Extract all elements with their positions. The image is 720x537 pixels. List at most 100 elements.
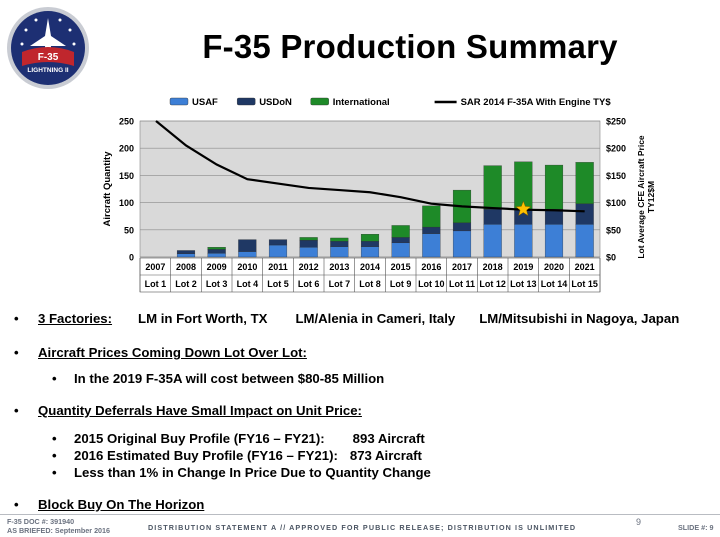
bar-series xyxy=(176,161,594,258)
y-tick-label: 50 xyxy=(124,225,134,235)
bar-usaf-2009 xyxy=(207,253,226,258)
bar-usaf-2010 xyxy=(238,251,257,258)
x-tick-label-lot: Lot 12 xyxy=(479,279,506,289)
bar-usdon-2014 xyxy=(360,241,380,247)
x-tick-label-year: 2012 xyxy=(299,262,319,272)
x-tick-label-lot: Lot 10 xyxy=(418,279,445,289)
bar-international-2014 xyxy=(360,234,380,242)
x-tick-label-lot: Lot 7 xyxy=(329,279,351,289)
x-tick-label-lot: Lot 15 xyxy=(571,279,598,289)
x-tick-label-lot: Lot 8 xyxy=(359,279,381,289)
x-tick-label-lot: Lot 11 xyxy=(449,279,475,289)
bullet-dot: • xyxy=(52,448,57,463)
x-tick-label-year: 2021 xyxy=(575,262,595,272)
x-axis: 2007 Lot 1 2008 Lot 2 2009 Lot 3 2010 Lot 4 2011… xyxy=(139,257,601,293)
jet-icon xyxy=(30,18,66,61)
star-marker-icon xyxy=(515,200,532,217)
original-profile-label: 2015 Original Buy Profile (FY16 – FY21): xyxy=(74,431,325,446)
bar-international-2009 xyxy=(207,247,226,250)
x-tick-label-year: 2010 xyxy=(237,262,257,272)
bar-usdon-2015 xyxy=(391,237,410,244)
factory-nagoya: LM/Mitsubishi in Nagoya, Japan xyxy=(479,311,680,326)
bar-usaf-2021 xyxy=(575,224,594,258)
x-tick-label-lot: Lot 14 xyxy=(541,279,568,289)
bar-usdon-2018 xyxy=(483,208,502,225)
x-tick-label-year: 2016 xyxy=(421,262,441,272)
y2-tick-label: $250 xyxy=(606,117,626,127)
price-line xyxy=(155,120,585,213)
bullet-dot: • xyxy=(14,311,19,326)
bar-international-2018 xyxy=(483,165,502,210)
bar-usdon-2009 xyxy=(207,249,226,254)
logo-text: F-35 xyxy=(38,52,59,63)
bar-usaf-2012 xyxy=(299,247,318,258)
bar-international-2015 xyxy=(391,225,410,238)
bar-usaf-2011 xyxy=(268,244,288,258)
estimated-profile-label: 2016 Estimated Buy Profile (FY16 – FY21)… xyxy=(74,448,338,463)
slide-number: SLIDE #: 9 xyxy=(678,523,714,532)
prices-detail: In the 2019 F-35A will cost between $80-… xyxy=(74,371,385,386)
x-tick-label-lot: Lot 2 xyxy=(175,279,197,289)
x-tick-label-year: 2017 xyxy=(452,262,472,272)
factory-fort-worth: LM in Fort Worth, TX xyxy=(138,311,268,326)
x-tick-label-lot: Lot 4 xyxy=(237,279,258,289)
y-tick-label: 200 xyxy=(119,144,134,154)
logo-banner xyxy=(22,47,74,66)
doc-info: F-35 DOC #: 391940 AS BRIEFED: September… xyxy=(7,517,110,535)
quantity-heading: Quantity Deferrals Have Small Impact on … xyxy=(38,403,362,418)
doc-number: F-35 DOC #: 391940 xyxy=(7,517,75,526)
x-tick-label-lot: Lot 5 xyxy=(267,279,289,289)
x-tick-label-lot: Lot 9 xyxy=(390,279,412,289)
y-axis: 0 50 100 150 200 250 xyxy=(119,117,134,263)
factories-label: 3 Factories: xyxy=(38,311,113,326)
x-tick-label-lot: Lot 6 xyxy=(298,279,320,289)
chart-legend: USAF USDoN International SAR 2014 F-35A Wit… xyxy=(169,97,612,108)
briefed-date: AS BRIEFED: September 2016 xyxy=(7,526,111,535)
bar-usaf-2015 xyxy=(391,242,410,258)
estimated-profile-value: 873 Aircraft xyxy=(349,448,422,463)
legend-swatch xyxy=(310,97,329,106)
price-change-detail: Less than 1% in Change In Price Due to Q… xyxy=(74,465,431,480)
y-tick-label: 100 xyxy=(119,198,134,208)
slide-title: F-35 Production Summary xyxy=(202,28,618,65)
y2-tick-label: $100 xyxy=(606,198,626,208)
y-tick-label: 250 xyxy=(119,117,134,127)
block-buy-heading: Block Buy On The Horizon xyxy=(38,497,205,512)
bar-international-2020 xyxy=(544,164,564,210)
bar-usdon-2017 xyxy=(452,222,472,232)
logo-subtext: LIGHTNING II xyxy=(27,67,68,74)
logo-stars xyxy=(20,18,76,46)
bar-usdon-2013 xyxy=(330,241,349,247)
bar-usdon-2021 xyxy=(575,203,594,225)
x-tick-label-lot: Lot 13 xyxy=(510,279,537,289)
bullet-dot: • xyxy=(52,465,57,480)
production-chart: USAF USDoN International SAR 2014 F-35A Wit… xyxy=(102,97,656,293)
bar-international-2013 xyxy=(330,237,349,242)
x-tick-label-year: 2007 xyxy=(145,262,165,272)
legend-swatch xyxy=(236,97,256,106)
bar-usdon-2011 xyxy=(268,239,288,246)
bar-usaf-2014 xyxy=(360,246,380,258)
distribution-statement: DISTRIBUTION STATEMENT A // APPROVED FOR… xyxy=(148,523,577,532)
bullet-dot: • xyxy=(52,431,57,446)
legend-label: International xyxy=(333,97,390,108)
bar-usaf-2020 xyxy=(544,224,564,258)
y2-tick-label: $50 xyxy=(606,225,621,235)
legend-label: USAF xyxy=(192,97,218,108)
original-profile-value: 893 Aircraft xyxy=(352,431,425,446)
bar-usaf-2018 xyxy=(483,224,502,258)
price-line-series xyxy=(155,120,585,217)
footer-divider xyxy=(0,514,720,515)
y-tick-label: 0 xyxy=(129,253,134,263)
bar-usdon-2016 xyxy=(422,226,441,234)
y2-tick-label: $150 xyxy=(606,171,626,181)
y-tick-label: 150 xyxy=(119,171,134,181)
legend-label: SAR 2014 F-35A With Engine TY$ xyxy=(461,97,612,108)
x-tick-label-year: 2015 xyxy=(391,262,411,272)
x-tick-label-lot: Lot 3 xyxy=(206,279,228,289)
y-axis-label: Aircraft Quantity xyxy=(102,151,113,227)
bullet-dot: • xyxy=(14,403,19,418)
bar-usaf-2013 xyxy=(330,246,349,258)
y2-tick-label: $200 xyxy=(606,144,626,154)
x-tick-label-year: 2011 xyxy=(268,262,288,272)
